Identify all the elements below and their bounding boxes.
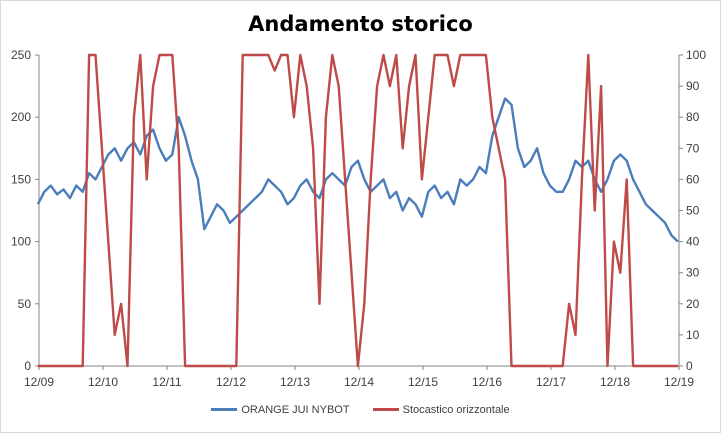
legend: ORANGE JUI NYBOT Stocastico orizzontale <box>0 402 721 416</box>
y-right-tick-label: 10 <box>686 328 700 342</box>
x-tick-label: 12/17 <box>536 375 566 389</box>
x-tick-label: 12/14 <box>344 375 374 389</box>
y-right-tick-label: 100 <box>686 48 706 62</box>
y-right-tick-label: 90 <box>686 79 700 93</box>
legend-item-price: ORANGE JUI NYBOT <box>211 403 350 416</box>
series-layer <box>36 53 679 368</box>
y-right-tick-label: 30 <box>686 266 700 280</box>
legend-item-stochastic: Stocastico orizzontale <box>372 403 510 416</box>
axes: 0 50 100 150 200 250 0 10 20 30 40 50 60 70 80 90 100 12/… <box>11 48 706 389</box>
legend-swatch-stochastic <box>372 408 399 411</box>
y-right-tick-label: 20 <box>686 297 700 311</box>
x-tick-label: 12/12 <box>216 375 246 389</box>
legend-label-price: ORANGE JUI NYBOT <box>241 403 350 416</box>
y-left-tick-label: 50 <box>18 297 32 311</box>
x-tick-label: 12/11 <box>152 375 181 389</box>
y-right-tick-label: 60 <box>686 172 700 186</box>
y-right-tick-label: 70 <box>686 141 700 155</box>
y-right-tick-label: 40 <box>686 235 700 249</box>
x-tick-label: 12/13 <box>280 375 310 389</box>
x-tick-label: 12/10 <box>88 375 118 389</box>
y-right-tick-label: 0 <box>686 359 693 373</box>
y-right-tick-label: 50 <box>686 204 700 218</box>
y-left-tick-label: 0 <box>24 359 31 373</box>
legend-label-stochastic: Stocastico orizzontale <box>402 403 510 416</box>
x-tick-label: 12/15 <box>408 375 438 389</box>
y-left-tick-label: 200 <box>11 110 31 124</box>
y-right-tick-label: 80 <box>686 110 700 124</box>
y-left-tick-label: 250 <box>11 48 31 62</box>
x-tick-label: 12/18 <box>600 375 630 389</box>
y-left-tick-label: 100 <box>11 235 31 249</box>
y-left-tick-label: 150 <box>11 172 31 186</box>
series-line-stochastic <box>37 53 678 368</box>
x-tick-label: 12/09 <box>24 375 54 389</box>
legend-swatch-price <box>211 408 238 411</box>
x-tick-label: 12/19 <box>664 375 694 389</box>
chart-title: Andamento storico <box>248 12 473 36</box>
x-tick-label: 12/16 <box>472 375 502 389</box>
